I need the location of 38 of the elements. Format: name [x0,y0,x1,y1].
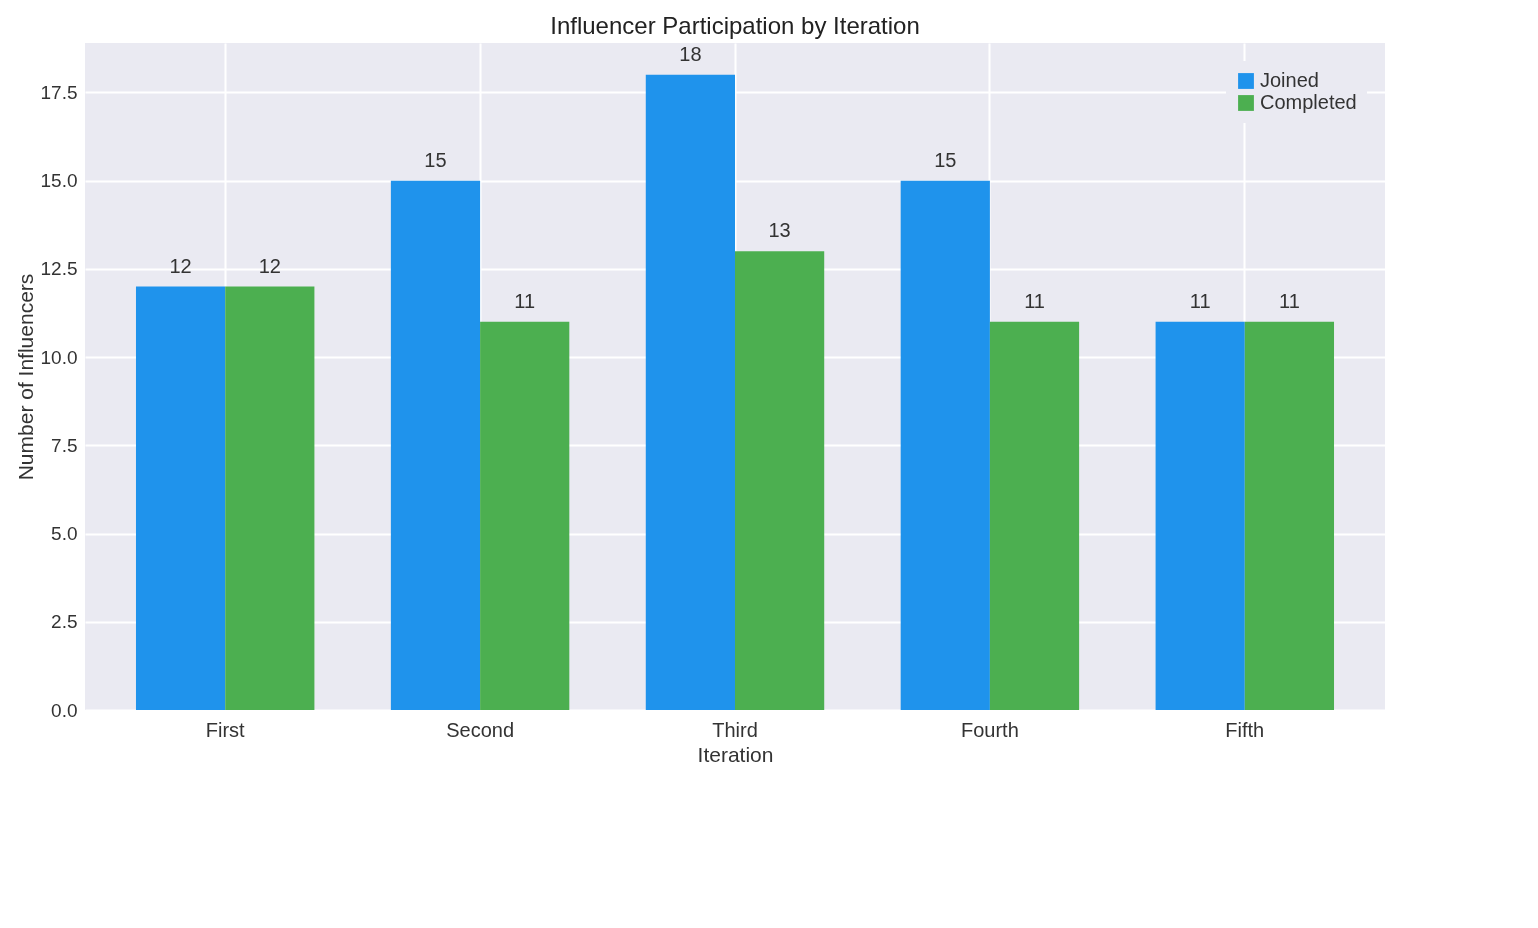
data-label: 15 [424,148,447,171]
bar [900,180,990,710]
bar [989,321,1080,710]
y-tick-label: 15.0 [40,170,78,192]
legend-label: Completed [1260,91,1357,113]
data-label: 13 [768,219,791,242]
bar [135,286,226,710]
bar [480,321,570,710]
x-tick-label: First [205,718,246,741]
chart-title: Influencer Participation by Iteration [550,12,920,39]
data-label: 11 [514,289,536,312]
y-tick-label: 7.5 [51,434,78,456]
y-tick-label: 0.0 [51,699,78,721]
bar [645,74,735,710]
y-tick-label: 5.0 [51,523,78,545]
bar [225,286,315,710]
x-tick-label: Fourth [961,718,1019,741]
data-label: 12 [258,254,281,277]
x-tick-label: Third [712,718,758,741]
bar [390,180,481,710]
y-tick-label: 12.5 [40,258,78,280]
data-label: 11 [1279,289,1300,312]
data-label: 18 [679,42,702,65]
x-axis-title: Iteration [697,742,774,766]
x-tick-label: Fifth [1225,718,1265,741]
bar [1155,321,1245,710]
data-label: 12 [169,254,192,277]
data-label: 15 [934,148,957,171]
y-axis-title: Number of Influencers [13,273,37,481]
data-label: 11 [1189,289,1211,312]
data-label: 11 [1024,289,1045,312]
bar [735,251,825,710]
y-tick-label: 17.5 [40,81,78,103]
bar [1244,321,1335,710]
x-tick-label: Second [446,718,515,741]
y-tick-label: 10.0 [40,346,78,368]
legend-label: Joined [1260,69,1319,91]
y-tick-label: 2.5 [51,611,78,633]
